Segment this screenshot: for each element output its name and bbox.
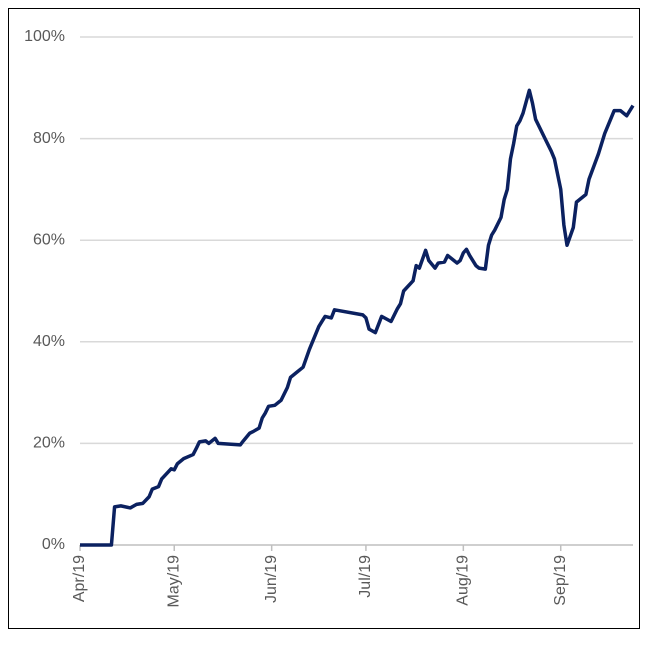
x-tick-label: Apr/19	[71, 555, 88, 602]
x-tick-label: Jun/19	[263, 555, 280, 603]
x-tick-label: May/19	[165, 555, 182, 608]
x-tick-label: Aug/19	[455, 555, 472, 606]
data-line	[80, 88, 635, 547]
y-tick-label: 0%	[42, 536, 65, 553]
y-tick-label: 20%	[33, 435, 65, 452]
y-tick-label: 80%	[33, 130, 65, 147]
y-tick-label: 40%	[33, 333, 65, 350]
x-tick-label: Jul/19	[357, 555, 374, 598]
y-tick-label: 60%	[33, 231, 65, 248]
x-tick-label: Sep/19	[552, 555, 569, 606]
y-tick-label: 100%	[24, 28, 65, 45]
